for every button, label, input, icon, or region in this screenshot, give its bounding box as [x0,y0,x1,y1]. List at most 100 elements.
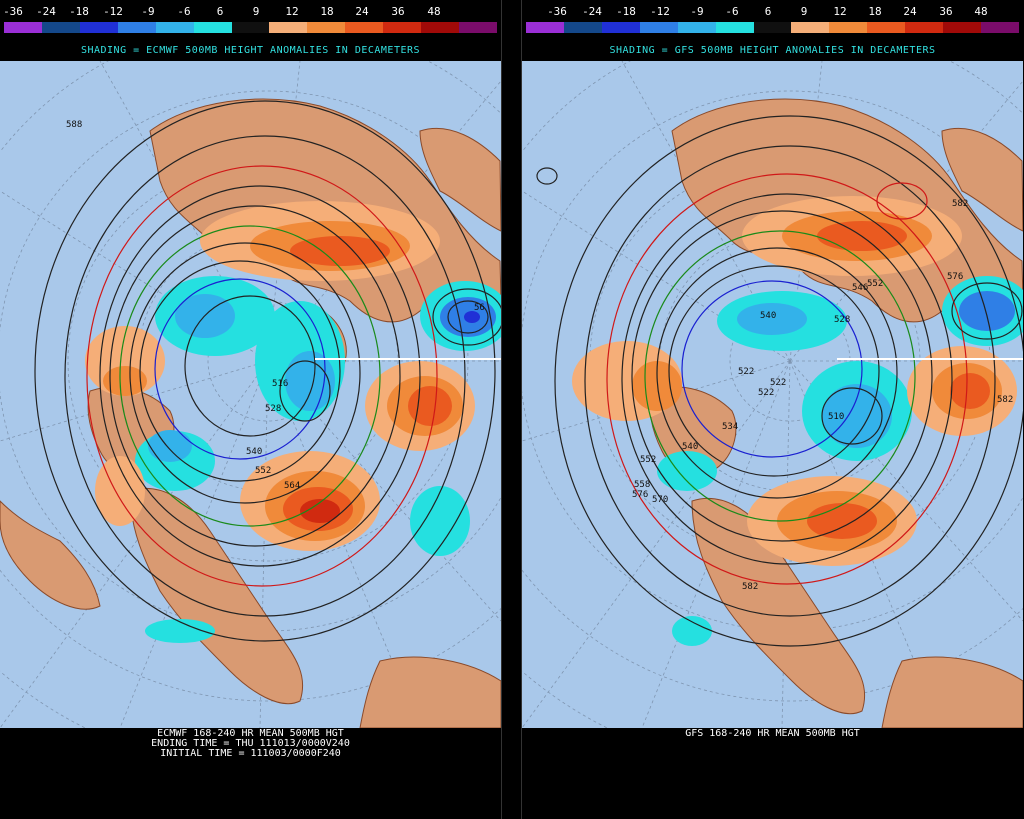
scale-label: -12 [103,5,123,18]
south-america-land [881,656,1023,728]
contour-label: 582 [742,582,758,592]
scale-label: 18 [320,5,334,18]
color-swatch [459,22,497,33]
contour-label: 522 [738,367,754,377]
contour-labels: 588 516 528 540 552 564 56 [66,120,485,491]
footer-line: GFS 168-240 HR MEAN 500MB HGT [685,728,860,739]
color-scale-bar [526,22,1019,33]
scale-label: -18 [69,5,89,18]
color-swatch [79,22,118,33]
west-land [0,500,101,610]
ecmwf-footer: ECMWF 168-240 HR MEAN 500MB HGT ENDING T… [0,728,501,819]
color-swatch [563,22,602,33]
scale-label: 9 [800,5,808,18]
contour-label: 510 [828,412,844,422]
shading-title: SHADING = GFS 500MB HEIGHT ANOMALIES IN … [609,45,936,56]
scale-label: 12 [285,5,299,18]
contour-label: 540 [246,447,262,457]
color-swatch [526,22,564,33]
color-swatch [715,22,754,33]
contour-label: 528 [265,404,281,414]
scale-label: -36 [547,5,567,18]
scale-label: 12 [833,5,847,18]
scale-label: 48 [427,5,441,18]
color-swatch [601,22,640,33]
color-swatch [383,22,422,33]
contour-label: 534 [722,422,738,432]
color-swatch [981,22,1019,33]
scale-labels: -36 -24 -18 -12 -9 -6 6 9 12 18 24 36 48 [522,6,1023,18]
scale-label: 18 [868,5,882,18]
color-swatch [41,22,80,33]
color-swatch [421,22,460,33]
ecmwf-panel: -36 -24 -18 -12 -9 -6 6 9 12 18 24 36 48… [0,0,501,819]
color-swatch [117,22,156,33]
contour-label: 552 [867,279,883,289]
contour-labels: 582 576 552 546 540 528 522 522 522 534 … [632,199,1013,592]
scale-label: -6 [177,5,191,18]
scale-label: 24 [903,5,917,18]
scale-label: 6 [764,5,772,18]
color-swatch [905,22,944,33]
color-swatch [193,22,232,33]
color-swatch [307,22,346,33]
contour-label: 576 [632,490,648,500]
contour-label: 558 [634,480,650,490]
shading-title: SHADING = ECMWF 500MB HEIGHT ANOMALIES I… [80,45,421,56]
contour-label: 552 [640,455,656,465]
scale-label: 6 [216,5,224,18]
greenland-land [419,127,501,232]
south-america-land [359,656,501,728]
contour-label: 576 [947,272,963,282]
gfs-map: 582 576 552 546 540 528 522 522 522 534 … [522,61,1023,728]
contour-label: 540 [682,442,698,452]
greenland-land [941,127,1023,232]
height-contours [536,115,1023,647]
color-swatch [943,22,982,33]
color-swatch [4,22,42,33]
contour-label: 540 [760,311,776,321]
color-scale-bar [4,22,497,33]
scale-label: -9 [690,5,704,18]
height-contours [34,100,501,642]
scale-label: 9 [252,5,260,18]
contour-label: 546 [852,283,868,293]
scale-label: -36 [3,5,23,18]
scale-label: -9 [141,5,155,18]
footer-line: ECMWF 168-240 HR MEAN 500MB HGT [157,728,344,739]
gfs-panel: -36 -24 -18 -12 -9 -6 6 9 12 18 24 36 48… [522,0,1023,819]
scale-label: 36 [391,5,405,18]
contour-label: 588 [66,120,82,130]
scale-label: -6 [725,5,739,18]
color-swatch [829,22,868,33]
contour-label: 522 [758,388,774,398]
contour-label: 56 [474,303,485,313]
color-swatch [231,22,270,33]
color-swatch [753,22,792,33]
north-america-land [129,487,304,705]
color-swatch [867,22,906,33]
scale-label: 48 [974,5,988,18]
gfs-footer: GFS 168-240 HR MEAN 500MB HGT [522,728,1023,819]
color-swatch [677,22,716,33]
negative-anomalies [657,276,1023,646]
scale-label: -24 [36,5,56,18]
scale-label: -24 [582,5,602,18]
panel-divider [501,0,522,819]
scale-label: -18 [616,5,636,18]
color-swatch [639,22,678,33]
scale-labels: -36 -24 -18 -12 -9 -6 6 9 12 18 24 36 48 [0,6,501,18]
negative-anomalies [135,276,501,643]
contour-label: 516 [272,379,288,389]
positive-anomalies [572,196,1017,566]
contour-label: 522 [770,378,786,388]
color-swatch [791,22,830,33]
scale-label: -12 [650,5,670,18]
contour-label: 552 [255,466,271,476]
scale-label: 36 [939,5,953,18]
ecmwf-map: 588 516 528 540 552 564 56 [0,61,501,728]
contour-label: 564 [284,481,300,491]
contour-label: 570 [652,495,668,505]
scale-label: 24 [355,5,369,18]
color-swatch [345,22,384,33]
